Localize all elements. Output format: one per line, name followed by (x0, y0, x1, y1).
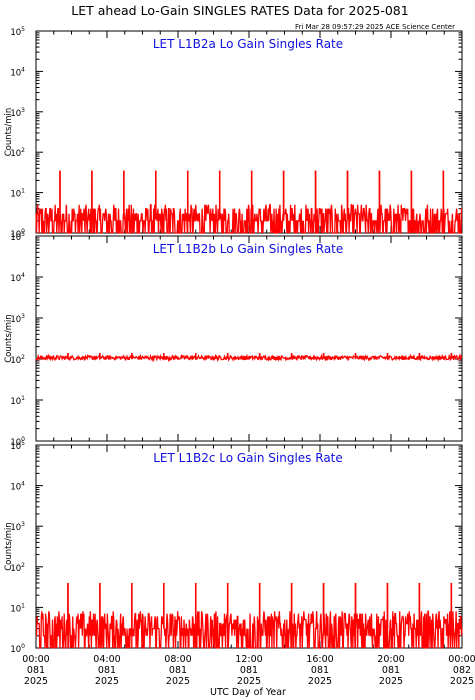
x-tick-text: 2025 (95, 676, 119, 687)
x-tick-text: 08:00 (164, 654, 191, 665)
y-tick-label: 100 (10, 228, 25, 240)
y-tick-label: 104 (10, 272, 25, 284)
y-tick-label: 100 (10, 643, 25, 655)
y-tick-label: 103 (10, 313, 25, 325)
y-tick-label: 101 (10, 602, 25, 614)
y-tick-label: 101 (10, 188, 25, 200)
panels: 100 101 102 103 104 105 Counts/min LET L1B2a Lo… (4, 26, 463, 655)
x-tick-text: 082 (453, 665, 471, 676)
x-axis-label: UTC Day of Year (210, 687, 286, 698)
x-tick-text: 00:00 (448, 654, 475, 665)
series-line (35, 582, 463, 649)
y-axis-label: Counts/min (4, 108, 14, 157)
x-tick-text: 081 (382, 665, 400, 676)
panel-title: LET L1B2b Lo Gain Singles Rate (153, 242, 344, 256)
y-tick-label: 101 (10, 395, 25, 407)
x-tick-text: 12:00 (235, 654, 262, 665)
x-tick-text: 081 (98, 665, 116, 676)
x-tick-text: 16:00 (306, 654, 333, 665)
y-axis-label: Counts/min (4, 522, 14, 571)
x-tick-text: 2025 (379, 676, 403, 687)
x-tick-text: 2025 (237, 676, 261, 687)
panel-title: LET L1B2c Lo Gain Singles Rate (153, 451, 343, 465)
y-tick-label: 102 (10, 354, 25, 366)
y-tick-label: 105 (10, 231, 25, 243)
plot-frame (35, 235, 463, 442)
x-tick-text: 081 (240, 665, 258, 676)
x-tick-text: 2025 (24, 676, 48, 687)
x-tick-text: 2025 (308, 676, 332, 687)
series-line (35, 352, 463, 363)
plot-frame (35, 30, 463, 234)
y-tick-label: 102 (10, 147, 25, 159)
timestamp: Fri Mar 28 09:57:29 2025 ACE Science Cen… (295, 23, 455, 31)
x-tick-text: 00:00 (22, 654, 49, 665)
y-tick-label: 100 (10, 436, 25, 448)
x-tick-text: 081 (311, 665, 329, 676)
series-line (35, 170, 463, 234)
x-axis: 00:00081202504:00081202508:00081202512:0… (22, 654, 475, 687)
y-tick-label: 104 (10, 481, 25, 493)
panel-2: 100 101 102 103 104 105 Counts/min LET L1B2b Lo… (4, 231, 463, 448)
x-tick-text: 20:00 (377, 654, 404, 665)
y-axis-label: Counts/min (4, 314, 14, 363)
y-tick-label: 103 (10, 107, 25, 119)
y-tick-label: 105 (10, 26, 25, 38)
y-tick-label: 103 (10, 521, 25, 533)
panel-1: 100 101 102 103 104 105 Counts/min LET L1B2a Lo… (4, 26, 463, 240)
figure-title: LET ahead Lo-Gain SINGLES RATES Data for… (71, 3, 408, 18)
x-tick-text: 2025 (166, 676, 190, 687)
y-tick-label: 102 (10, 562, 25, 574)
x-tick-text: 081 (27, 665, 45, 676)
y-tick-label: 105 (10, 440, 25, 452)
x-tick-text: 2025 (450, 676, 474, 687)
x-tick-text: 081 (169, 665, 187, 676)
y-tick-label: 104 (10, 66, 25, 78)
panel-3: 100 101 102 103 104 105 Counts/min LET L1B2c Lo… (4, 440, 463, 655)
panel-title: LET L1B2a Lo Gain Singles Rate (153, 37, 343, 51)
x-tick-text: 04:00 (93, 654, 120, 665)
